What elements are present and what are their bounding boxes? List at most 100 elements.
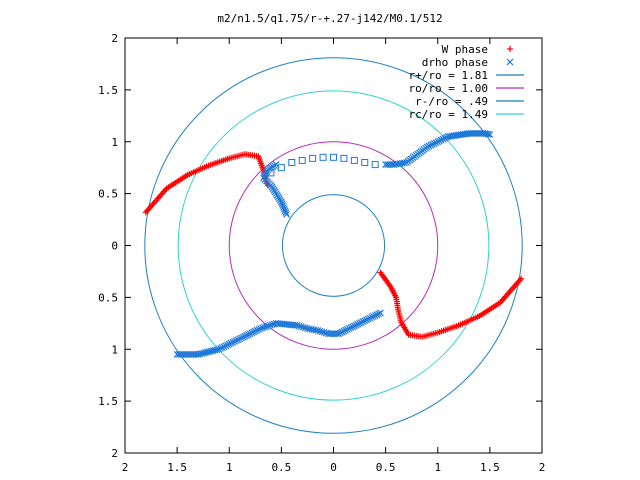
point-cross-1-0-21 [215,345,223,353]
point-cross-1-1-2 [281,207,289,215]
point-cross-1-0-20 [213,346,221,354]
y-tick-label: 1 [111,343,118,356]
point-cross-1-1-6 [278,200,286,208]
point-cross-1-0-50-b [266,321,274,329]
point-cross-1-0-83-b [335,330,343,338]
point-cross-1-0-105-b [373,311,381,319]
point-cross-1-0-93-b [352,321,360,329]
point-cross-1-0-97-b [359,318,367,326]
point-cross-1-0-47 [261,323,268,331]
legend-swatch-0 [507,46,513,52]
point-cross-1-0-88-b [343,325,351,333]
point-cross-1-0-42-b [251,327,259,335]
point-square-2-0-5 [319,153,327,161]
point-cross-1-2-33 [441,134,449,142]
point-cross-1-0-90-b [347,324,355,332]
point-cross-1-0-37 [243,331,251,339]
point-cross-1-0-85-b [338,328,346,336]
point-cross-1-1-5-b [279,202,287,209]
point-cross-1-0-51 [268,321,276,329]
point-cross-1-0-22 [217,344,224,352]
x-tick-label: 2 [539,461,546,474]
legend-label-5: rc/ro = 1.49 [409,108,488,121]
point-cross-1-0-33-b [236,335,244,343]
point-cross-1-0-39-b [246,330,254,338]
y-tick-label: 1.5 [98,84,118,97]
point-cross-1-0-40-b [248,329,256,337]
point-square-2-0-1 [277,164,285,172]
point-cross-1-2-4-b [390,161,398,168]
legend-label-0: W phase [442,43,488,56]
point-cross-1-2-32 [439,135,447,143]
point-cross-1-0-103-b [370,312,377,320]
point-cross-1-0-31-b [232,337,240,345]
y-tick-label: 0.5 [98,188,118,201]
point-cross-1-0-49 [264,322,272,330]
point-cross-1-2-57-b [486,131,494,138]
point-cross-1-2-8-b [398,159,406,167]
point-cross-1-0-96-b [357,319,365,326]
y-tick-label: 2 [111,32,118,45]
point-cross-1-0-51-b [268,321,276,329]
point-cross-1-0-105 [373,311,381,319]
point-cross-1-0-33 [236,335,244,343]
point-cross-1-0-98-b [361,317,369,325]
point-cross-1-2-6-b [394,160,402,168]
point-cross-1-2-5-b [392,160,400,168]
point-cross-1-1-4-b [280,203,288,211]
point-cross-1-0-88 [343,325,351,333]
point-cross-1-0-95-b [356,319,363,327]
point-cross-1-0-64 [295,322,303,330]
point-cross-1-2-24 [425,142,433,150]
legend-label-4: r-/ro = .49 [415,95,488,108]
x-tick-label: 1.5 [480,461,500,474]
point-cross-1-0-95 [356,319,363,327]
point-cross-1-0-65-b [297,323,305,331]
point-cross-1-2-23-b [423,143,431,151]
point-cross-1-0-86-b [340,327,348,335]
point-cross-1-2-29 [434,138,442,146]
reference-circle-1 [144,57,523,434]
point-cross-1-0-24-b [220,343,228,351]
point-cross-1-1-6-b [278,200,286,208]
point-plus-0-1-99 [377,269,384,276]
point-cross-1-0-34-b [237,334,245,342]
point-cross-1-0-87-b [342,326,350,334]
point-cross-1-0-89 [345,325,353,332]
point-cross-1-0-66 [299,323,307,331]
point-cross-1-2-32-b [439,135,447,143]
point-cross-1-0-87 [342,326,350,334]
x-tick-label: 1 [226,461,233,474]
point-cross-1-0-34 [237,334,245,342]
point-cross-1-0-47-b [261,323,268,331]
point-cross-1-2-55-b [482,130,490,138]
point-cross-1-2-23 [423,143,431,151]
point-cross-1-1-3 [280,205,288,213]
point-cross-1-0-45-b [257,325,264,332]
point-cross-1-1-2-b [281,207,289,215]
point-cross-1-0-32 [234,336,242,344]
point-cross-1-0-39 [246,330,254,338]
point-cross-1-0-22-b [217,344,224,352]
reference-circle-3 [281,194,386,297]
point-cross-1-0-104 [371,312,379,319]
point-cross-1-0-35-b [239,333,247,341]
point-cross-1-0-103 [370,312,377,320]
point-cross-1-0-28-b [227,339,235,347]
point-cross-1-0-91 [349,323,357,331]
reference-circles [144,57,523,434]
point-cross-1-0-27 [225,340,233,348]
reference-circle-4 [177,90,490,401]
point-cross-1-2-24-b [425,142,433,150]
point-cross-1-2-54-b [481,130,489,137]
point-cross-1-0-42 [251,327,259,335]
point-cross-1-0-73-b [314,327,322,334]
point-cross-1-2-56 [484,130,492,138]
point-cross-1-2-28-b [432,139,440,147]
point-cross-1-2-28 [432,139,440,147]
point-cross-1-2-27-b [430,140,438,147]
point-cross-1-0-106-b [375,310,383,318]
point-cross-1-0-75-b [318,328,326,336]
chart-title: m2/n1.5/q1.75/r-+.27-j142/M0.1/512 [217,12,442,25]
